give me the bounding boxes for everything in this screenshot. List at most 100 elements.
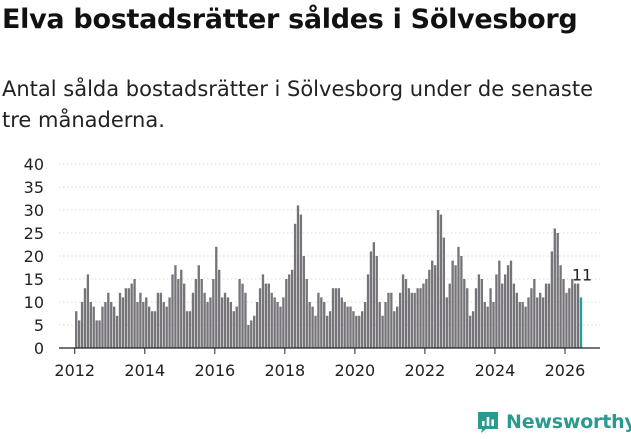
bar (302, 256, 305, 348)
bar (378, 302, 381, 348)
bar (247, 325, 250, 348)
x-tick-label: 2012 (54, 361, 95, 380)
chart-title: Elva bostadsrätter såldes i Sölvesborg (2, 4, 578, 35)
bar (524, 306, 527, 348)
bar (180, 269, 183, 348)
bar (553, 228, 556, 348)
bar (422, 283, 425, 348)
bar (358, 315, 361, 348)
bar (112, 306, 116, 348)
bar (299, 214, 303, 348)
bar (366, 274, 370, 348)
bar (483, 302, 486, 348)
bar (343, 302, 346, 348)
bar (463, 279, 466, 348)
bar (206, 302, 209, 348)
bar (250, 320, 253, 348)
brand-logo[interactable]: Newsworthy (476, 407, 631, 437)
bar (439, 214, 443, 348)
bar (576, 283, 580, 348)
bar (320, 297, 323, 348)
bar (279, 306, 282, 348)
bar (98, 320, 101, 348)
bar (419, 288, 422, 348)
bar (445, 297, 448, 348)
bar (512, 283, 516, 348)
bar (104, 302, 107, 348)
bar (559, 265, 562, 348)
bar (457, 246, 460, 348)
bar (145, 297, 148, 348)
bar (381, 315, 384, 348)
bar (410, 292, 413, 348)
bar (393, 311, 396, 348)
bar (387, 292, 390, 348)
bar (288, 274, 291, 348)
bar (433, 265, 437, 348)
bar (308, 302, 311, 348)
bar (314, 315, 317, 348)
bar (460, 256, 463, 348)
x-tick-label: 2014 (124, 361, 165, 380)
bar (340, 297, 343, 348)
bar (290, 269, 294, 348)
bar (547, 283, 551, 348)
brand-name: Newsworthy (506, 411, 631, 433)
bar (425, 279, 428, 348)
bar (328, 311, 332, 348)
bar (521, 302, 524, 348)
chart-subtitle: Antal sålda bostadsrätter i Sölvesborg u… (2, 77, 593, 132)
y-tick-label: 35 (24, 178, 44, 197)
bar (574, 283, 577, 348)
bar (147, 306, 151, 348)
bar (544, 283, 548, 348)
bar (486, 306, 489, 348)
bar (334, 288, 338, 348)
bar (139, 292, 142, 348)
bar (235, 306, 238, 348)
bar (413, 292, 416, 348)
bar (361, 311, 364, 348)
bar (83, 288, 87, 348)
bar (428, 269, 431, 348)
bar (404, 279, 408, 348)
bar (150, 311, 154, 348)
bar (556, 233, 559, 348)
bar (136, 302, 139, 348)
bar (212, 279, 215, 348)
bar (191, 292, 195, 348)
bar (346, 306, 349, 348)
bar (550, 251, 554, 348)
y-tick-label: 15 (24, 270, 44, 289)
bar (442, 237, 446, 348)
bar (495, 274, 498, 348)
bar (293, 223, 297, 348)
bar (375, 256, 378, 348)
bar (156, 292, 160, 348)
bar (92, 306, 95, 348)
bar (168, 297, 171, 348)
bar (226, 297, 230, 348)
bar (121, 297, 125, 348)
bar (355, 315, 358, 348)
bar (253, 315, 256, 348)
bar (401, 274, 405, 348)
bar (171, 274, 174, 348)
bar (273, 297, 276, 348)
x-tick-label: 2022 (405, 361, 446, 380)
bar (77, 320, 81, 348)
y-tick-label: 25 (24, 224, 44, 243)
bar (107, 292, 110, 348)
bar (75, 311, 78, 348)
bar (436, 210, 440, 348)
bar (130, 283, 133, 348)
bar (323, 302, 326, 348)
bar (530, 288, 533, 348)
bar (515, 292, 519, 348)
bar (533, 279, 536, 348)
bar (416, 288, 419, 348)
bar (238, 279, 241, 348)
bar (372, 242, 376, 348)
bar (232, 311, 235, 348)
bar (474, 288, 478, 348)
